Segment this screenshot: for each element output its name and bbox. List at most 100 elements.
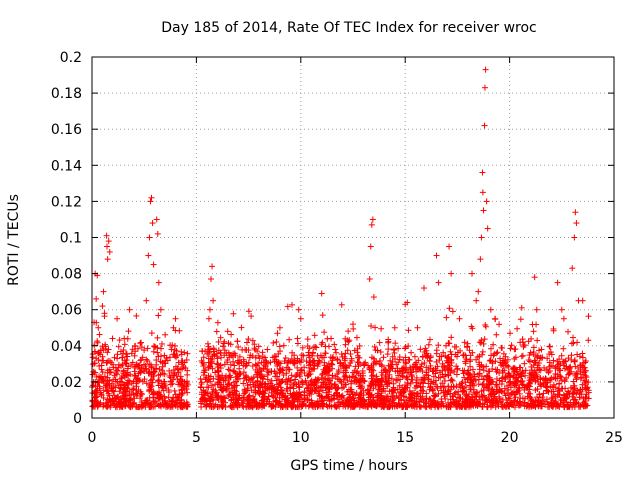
data-point	[568, 352, 575, 359]
data-point	[345, 338, 352, 345]
data-point	[509, 365, 516, 372]
data-point	[214, 360, 221, 367]
data-point	[223, 383, 230, 390]
data-point	[368, 399, 375, 406]
data-point	[123, 360, 130, 367]
data-point	[353, 377, 360, 384]
data-point	[166, 354, 173, 361]
data-point	[117, 348, 124, 355]
data-point	[226, 367, 233, 374]
data-point	[89, 354, 96, 361]
data-point	[97, 399, 104, 406]
data-point	[371, 343, 378, 350]
data-point	[476, 353, 483, 360]
data-point	[262, 363, 269, 370]
data-point	[399, 370, 406, 377]
data-point	[432, 381, 439, 388]
data-point	[536, 366, 543, 373]
data-point	[480, 387, 487, 394]
data-point	[135, 370, 142, 377]
data-point	[414, 390, 421, 397]
data-point-peak	[147, 198, 154, 205]
data-point	[356, 378, 363, 385]
data-point	[370, 360, 377, 367]
data-point	[407, 391, 414, 398]
data-point	[582, 358, 589, 365]
data-point	[582, 367, 589, 374]
data-point	[218, 399, 225, 406]
data-point-peak	[224, 328, 231, 335]
data-point	[354, 345, 361, 352]
data-point-peak	[148, 194, 155, 201]
data-point-peak	[101, 310, 108, 317]
data-point	[527, 401, 534, 408]
data-point	[336, 360, 343, 367]
data-point	[131, 399, 138, 406]
data-point	[328, 335, 335, 342]
data-point-peak	[105, 238, 112, 245]
data-point	[489, 399, 496, 406]
data-point	[378, 403, 385, 410]
data-point	[200, 354, 207, 361]
data-point	[369, 378, 376, 385]
data-point	[516, 385, 523, 392]
data-point	[490, 352, 497, 359]
data-point	[215, 372, 222, 379]
data-point	[570, 378, 577, 385]
data-point	[250, 393, 257, 400]
data-point	[566, 365, 573, 372]
data-point	[562, 357, 569, 364]
data-point	[453, 343, 460, 350]
data-point	[334, 392, 341, 399]
data-point	[170, 372, 177, 379]
data-point	[502, 353, 509, 360]
data-point	[393, 361, 400, 368]
data-point	[445, 353, 452, 360]
data-point	[167, 374, 174, 381]
data-point	[439, 380, 446, 387]
data-point	[273, 356, 280, 363]
data-point	[557, 374, 564, 381]
data-point	[171, 387, 178, 394]
data-point	[304, 392, 311, 399]
data-point	[197, 398, 204, 405]
data-point	[198, 357, 205, 364]
y-tick-label: 0.04	[51, 339, 82, 355]
data-point	[525, 357, 532, 364]
data-point	[143, 356, 150, 363]
data-point	[252, 389, 259, 396]
data-point	[432, 392, 439, 399]
data-point	[210, 375, 217, 382]
data-point	[570, 339, 577, 346]
data-point	[467, 363, 474, 370]
data-point	[583, 374, 590, 381]
data-point	[499, 357, 506, 364]
data-point-peak	[487, 306, 494, 313]
data-point	[162, 331, 169, 338]
data-point	[254, 382, 261, 389]
data-point	[301, 369, 308, 376]
data-point	[409, 376, 416, 383]
data-point	[91, 348, 98, 355]
data-point	[153, 357, 160, 364]
data-point	[143, 366, 150, 373]
data-point-peak	[205, 315, 212, 322]
data-point	[470, 386, 477, 393]
data-point	[391, 387, 398, 394]
data-point-peak	[143, 297, 150, 304]
data-point	[111, 392, 118, 399]
data-point	[445, 372, 452, 379]
data-point	[294, 369, 301, 376]
data-point	[459, 379, 466, 386]
data-point	[198, 381, 205, 388]
data-point	[252, 361, 259, 368]
data-point	[331, 395, 338, 402]
data-point-peak	[571, 234, 578, 241]
data-point	[400, 365, 407, 372]
data-point	[183, 386, 190, 393]
data-point	[274, 330, 281, 337]
data-point	[235, 343, 242, 350]
x-tick-label: 5	[192, 430, 201, 446]
data-point	[316, 388, 323, 395]
data-point	[173, 354, 180, 361]
